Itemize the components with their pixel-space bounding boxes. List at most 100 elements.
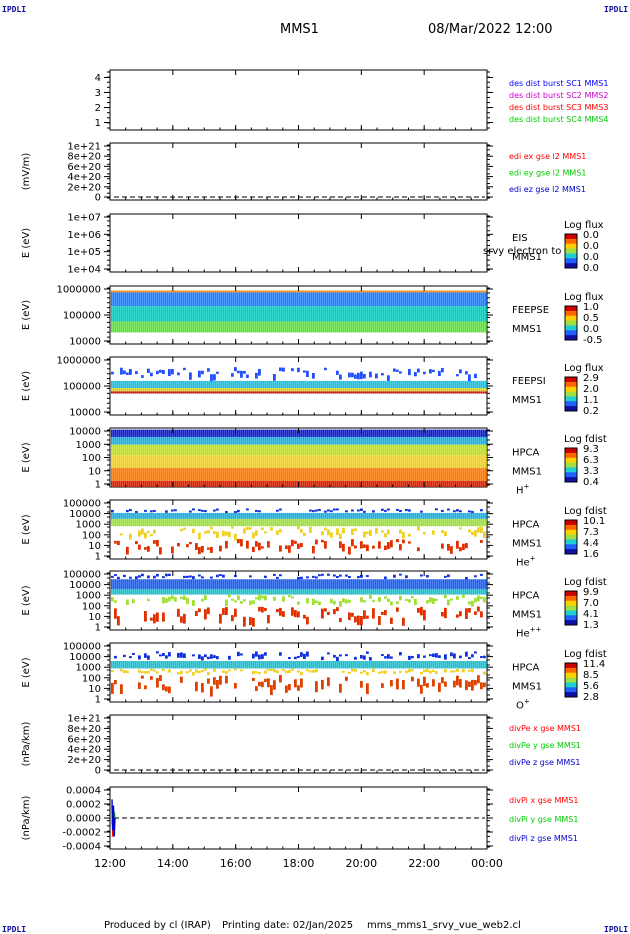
spectrum-cell [345, 510, 348, 513]
spectrum-cell [215, 468, 217, 481]
spectrum-cell [294, 610, 297, 618]
spectrum-cell [271, 468, 273, 481]
spectrum-cell [197, 388, 199, 392]
spectrum-cell [479, 480, 481, 487]
spectrum-cell [163, 380, 165, 389]
spectrum-cell [167, 444, 169, 456]
spectrum-cell [245, 429, 247, 437]
spectrum-cell [381, 518, 383, 527]
spectrum-cell [249, 292, 251, 307]
spectrum-cell [243, 588, 245, 595]
spectrum-cell [276, 530, 279, 535]
spectrum-cell [193, 480, 195, 487]
spectrum-cell [411, 468, 413, 481]
spectrum-cell [447, 429, 449, 437]
spectrum-cell [234, 533, 237, 541]
spectrum-cell [479, 468, 481, 481]
colorbar-step [565, 524, 577, 531]
spectrum-cell [397, 429, 399, 437]
spectrum-cell [357, 455, 359, 469]
spectrum-cell [447, 660, 449, 669]
spectrum-cell [283, 306, 285, 322]
spectrum-cell [407, 480, 409, 487]
spectrum-cell [331, 391, 333, 394]
spectrum-cell [303, 660, 305, 669]
spectrum-cell [287, 660, 289, 669]
spectrum-cell [462, 669, 465, 673]
spectrum-cell [249, 444, 251, 456]
spectrum-cell [417, 292, 419, 307]
spectrum-cell [451, 444, 453, 456]
spectrum-band [111, 660, 487, 669]
spectrum-cell [270, 685, 273, 695]
spectrum-cell [361, 579, 363, 589]
panel-frame [109, 213, 488, 273]
spectrum-cell [131, 380, 133, 389]
spectrum-cell [195, 588, 197, 595]
spectrum-cell [461, 512, 463, 519]
spectrum-cell [237, 512, 239, 519]
spectrum-cell [363, 510, 366, 513]
spectrum-cell [349, 455, 351, 469]
spectrum-cell [147, 512, 149, 519]
spectrum-cell [359, 306, 361, 322]
spectrum-cell [165, 388, 167, 392]
spectrum-cell [171, 388, 173, 392]
spectrum-cell [433, 518, 435, 527]
spectrum-cell [341, 468, 343, 481]
spectrum-cell [151, 480, 153, 487]
spectrum-cell [273, 680, 276, 690]
spectrum-cell [225, 579, 227, 589]
spectrum-cell [162, 653, 165, 657]
spectrum-cell [309, 388, 311, 392]
spectrum-cell [229, 455, 231, 469]
spectrum-cell [239, 660, 241, 669]
spectrum-cell [359, 444, 361, 456]
spectrum-cell [203, 660, 205, 669]
spectrum-cell [381, 306, 383, 322]
spectrum-cell [441, 529, 444, 534]
spectrum-cell [183, 380, 185, 389]
spectrum-cell [427, 455, 429, 469]
spectrum-cell [429, 290, 431, 293]
spectrum-cell [397, 588, 399, 595]
spectrum-cell [251, 388, 253, 392]
spectrum-cell [439, 436, 441, 445]
spectrum-cell [311, 579, 313, 589]
spectrum-cell [377, 380, 379, 389]
spectrum-cell [345, 512, 347, 519]
spectrum-cell [361, 436, 363, 445]
spectrum-cell [425, 660, 427, 669]
spectrum-cell [131, 588, 133, 595]
spectrum-cell [223, 388, 225, 392]
spectrum-cell [305, 290, 307, 293]
spectrum-cell [205, 468, 207, 481]
spectrum-cell [239, 290, 241, 293]
spectrum-cell [183, 391, 185, 394]
spectrum-cell [465, 455, 467, 469]
y-axis-label: E (eV) [21, 514, 32, 544]
spectrum-cell [119, 468, 121, 481]
spectrum-cell [469, 306, 471, 322]
spectrum-cell [477, 518, 479, 527]
spectrum-cell [251, 429, 253, 437]
spectrum-cell [267, 292, 269, 307]
spectrum-cell [349, 306, 351, 322]
spectrum-cell [177, 455, 179, 469]
spectrum-cell [249, 468, 251, 481]
spectrum-cell [475, 518, 477, 527]
y-tick-label: 1000000 [56, 356, 101, 367]
spectrum-cell [151, 429, 153, 437]
spectrum-cell [423, 388, 425, 392]
spectrum-cell [119, 321, 121, 333]
spectrum-cell [301, 290, 303, 293]
spectrum-cell [125, 436, 127, 445]
spectrum-cell [131, 391, 133, 394]
spectrum-cell [390, 601, 393, 606]
spectrum-cell [187, 579, 189, 589]
spectrum-cell [111, 579, 113, 589]
y-tick-label: 1000000 [56, 285, 101, 296]
spectrum-cell [321, 679, 324, 690]
spectrum-cell [475, 588, 477, 595]
spectrum-cell [437, 321, 439, 333]
